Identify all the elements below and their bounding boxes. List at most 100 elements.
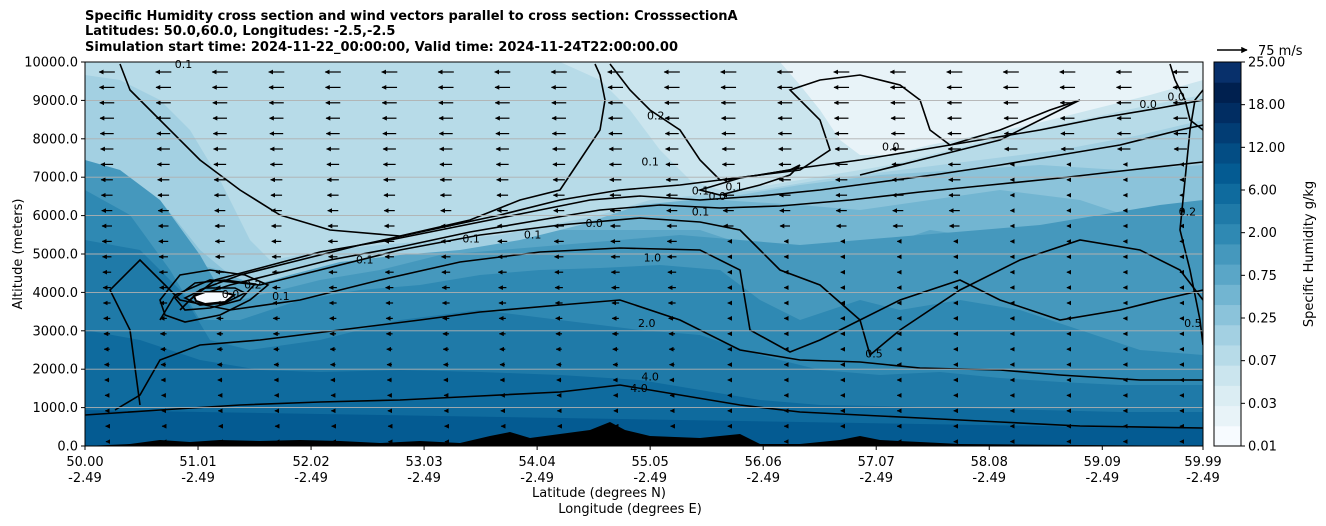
contour-label: 0.1 — [175, 58, 193, 71]
colorbar-swatch — [1214, 183, 1241, 204]
colorbar-tick-label: 0.25 — [1248, 312, 1277, 327]
y-tick-label: 10000.0 — [24, 56, 78, 71]
contour-line-0-2-right — [1179, 89, 1203, 346]
contour-label: 1.0 — [644, 252, 662, 265]
colorbar-tick-label: 25.00 — [1248, 56, 1285, 71]
wind-reference-label: 75 m/s — [1258, 44, 1303, 59]
y-tick-label: 6000.0 — [33, 209, 79, 224]
contour-line-0-2-a — [179, 99, 1203, 311]
contour-line-2-0 — [114, 299, 1203, 411]
colorbar-swatch — [1214, 203, 1241, 225]
x-tick-label-lon: -2.49 — [181, 471, 215, 486]
x-tick-label-lat: 53.03 — [405, 455, 442, 470]
x-tick-label-lon: -2.49 — [520, 471, 554, 486]
x-tick-label-lon: -2.49 — [294, 471, 328, 486]
contour-label: 0.2 — [244, 279, 262, 292]
colorbar-tick-label: 0.07 — [1248, 354, 1277, 369]
x-tick-label-lon: -2.49 — [1186, 471, 1220, 486]
wind-reference-key: 75 m/s — [1217, 44, 1303, 59]
x-axis: 50.00-2.4951.01-2.4952.02-2.4953.03-2.49… — [66, 446, 1222, 486]
colorbar-swatch — [1214, 425, 1241, 447]
colorbar-frame — [1213, 61, 1242, 447]
x-tick-label-lat: 58.08 — [971, 455, 1008, 470]
contour-label: 0.5 — [1184, 317, 1202, 330]
x-axis-label: Latitude (degrees N) — [532, 486, 666, 501]
colorbar-tick-label: 12.00 — [1248, 141, 1285, 156]
colorbar-swatch — [1214, 324, 1241, 346]
colorbar-swatch — [1214, 163, 1241, 184]
x-tick-label-lon: -2.49 — [68, 471, 102, 486]
contour-label: 0.2 — [1179, 206, 1197, 219]
chart-title-line-3: Simulation start time: 2024-11-22_00:00:… — [85, 40, 678, 55]
colorbar-swatch — [1214, 223, 1241, 245]
contour-line-4-0 — [85, 384, 1203, 429]
contour-label: 0.1 — [272, 290, 290, 303]
colorbar-tick-label: 2.00 — [1248, 226, 1277, 241]
contour-line-dry-core-ring3 — [183, 287, 247, 306]
contour-label: 0.1 — [462, 232, 480, 245]
colorbar-swatch — [1214, 304, 1241, 326]
contour-label: 0.1 — [692, 184, 710, 197]
y-gridlines — [85, 99, 1203, 409]
y-tick-label: 0.0 — [57, 440, 78, 455]
x-tick-label-lon: -2.49 — [859, 471, 893, 486]
x-tick-label-lon: -2.49 — [633, 471, 667, 486]
contour-label: 0.0 — [709, 190, 727, 203]
colorbar-swatch — [1214, 284, 1241, 306]
y-tick-label: 4000.0 — [33, 286, 79, 301]
contour-line-0-2-b — [189, 124, 1203, 301]
x-tick-label-lon: -2.49 — [407, 471, 441, 486]
humidity-band-driest — [780, 62, 1203, 155]
contour-label: 2.0 — [638, 317, 656, 330]
colorbar-swatch — [1214, 82, 1241, 103]
contour-line-0-1-a — [199, 161, 1203, 296]
contour-line-0-5 — [159, 217, 1203, 357]
y-tick-label: 1000.0 — [33, 401, 79, 416]
contour-label: 0.0 — [1139, 98, 1157, 111]
colorbar-tick-label: 6.00 — [1248, 184, 1277, 199]
colorbar: 0.01 0.03 0.07 0.25 0.75 2.00 6.00 12.00 18.00 25… — [1213, 56, 1285, 455]
colorbar-swatch — [1214, 142, 1241, 164]
contour-label: 0.0 — [585, 217, 603, 230]
colorbar-swatch — [1214, 243, 1241, 265]
contour-label: 0.5 — [865, 348, 883, 361]
contour-label: 4.0 — [641, 371, 659, 384]
y-axis-label: Altitude (meters) — [11, 199, 26, 310]
y-tick-label: 9000.0 — [33, 94, 79, 109]
contour-label: 0.1 — [692, 206, 710, 219]
colorbar-swatch — [1214, 405, 1241, 427]
x-tick-label-lat: 59.09 — [1084, 455, 1121, 470]
contour-label: 0.0 — [1167, 90, 1185, 103]
colorbar-swatch — [1214, 385, 1241, 407]
colorbar-swatch — [1214, 102, 1241, 124]
contour-label: 0.0 — [882, 140, 900, 153]
x-tick-label-lon: -2.49 — [746, 471, 780, 486]
x-tick-label-lat: 52.02 — [292, 455, 329, 470]
y-tick-label: 8000.0 — [33, 132, 79, 147]
contour-labels: 0.10.20.10.1 0.10.10.00.00.1 0.10.1 1.00.10… — [175, 58, 1202, 395]
x-tick-label-lat: 56.06 — [745, 455, 782, 470]
contour-label: 0.1 — [641, 156, 659, 169]
contour-label: 4.0 — [630, 382, 648, 395]
x-tick-label-lat: 59.99 — [1184, 455, 1221, 470]
x-axis-label-secondary: Longitude (degrees E) — [558, 502, 702, 517]
humidity-contours — [85, 63, 1203, 429]
y-tick-label: 3000.0 — [33, 324, 79, 339]
chart-title-line-1: Specific Humidity cross section and wind… — [85, 9, 738, 24]
terrain — [85, 422, 1203, 446]
contour-label: 0.2 — [647, 110, 665, 123]
colorbar-tick-label: 0.03 — [1248, 397, 1277, 412]
y-axis: 0.0 1000.0 2000.0 3000.0 4000.0 5000.0 6000.0 7… — [24, 56, 85, 455]
colorbar-tick-label: 0.75 — [1248, 269, 1277, 284]
x-tick-label-lat: 50.00 — [66, 455, 103, 470]
humidity-band-wettest — [85, 410, 1203, 446]
plot-area — [85, 62, 1203, 446]
colorbar-swatch — [1214, 365, 1241, 386]
contour-label: 0.0 — [222, 288, 240, 301]
x-tick-label-lat: 55.05 — [632, 455, 669, 470]
colorbar-tick-label: 0.01 — [1248, 440, 1277, 455]
contour-line-0-1-b — [119, 63, 606, 237]
y-tick-label: 7000.0 — [33, 171, 79, 186]
contour-label: 0.1 — [524, 229, 542, 242]
